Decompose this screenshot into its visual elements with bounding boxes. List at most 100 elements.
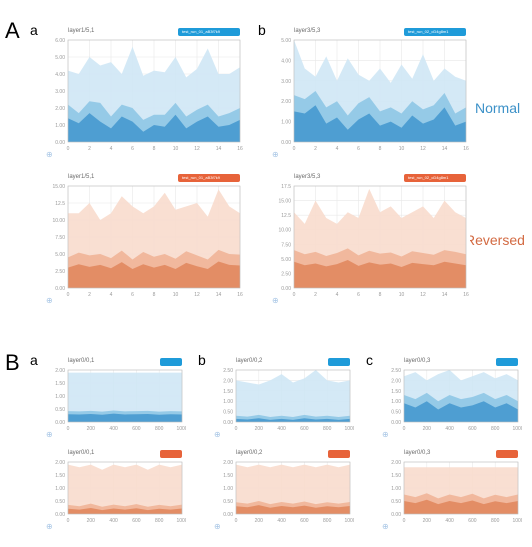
svg-text:600: 600 [132, 426, 141, 432]
svg-text:400: 400 [445, 426, 454, 432]
svg-text:15.00: 15.00 [278, 199, 291, 205]
svg-text:5.00: 5.00 [281, 257, 291, 263]
chart-title: layer3/5,3 [294, 28, 320, 34]
chart-B-b-normal: layer0/0,20.000.501.001.502.002.50020040… [212, 356, 354, 436]
svg-text:0: 0 [293, 146, 296, 152]
svg-text:0.00: 0.00 [223, 512, 233, 518]
svg-text:17.5: 17.5 [281, 184, 291, 190]
legend-chip: test_run_01_aB3f7k9 [178, 28, 240, 36]
svg-text:2.50: 2.50 [55, 269, 65, 275]
svg-text:0: 0 [235, 426, 238, 432]
svg-text:0.00: 0.00 [391, 420, 401, 426]
chart-title: layer1/5,1 [68, 28, 94, 34]
svg-text:200: 200 [255, 518, 264, 524]
svg-text:0: 0 [67, 426, 70, 432]
expand-icon[interactable]: ⊕ [272, 296, 280, 304]
svg-text:10: 10 [399, 292, 405, 298]
svg-text:0: 0 [403, 518, 406, 524]
svg-text:4: 4 [110, 146, 113, 152]
svg-text:2.00: 2.00 [55, 460, 65, 466]
svg-text:0.50: 0.50 [391, 410, 401, 416]
legend-chip [496, 358, 518, 366]
svg-text:800: 800 [323, 426, 332, 432]
svg-text:2.50: 2.50 [223, 368, 233, 374]
expand-icon[interactable]: ⊕ [46, 430, 54, 438]
svg-text:200: 200 [87, 518, 96, 524]
svg-text:1.00: 1.00 [391, 399, 401, 405]
svg-text:0: 0 [67, 146, 70, 152]
svg-text:0.50: 0.50 [223, 410, 233, 416]
svg-text:2.00: 2.00 [391, 378, 401, 384]
svg-text:16: 16 [237, 292, 243, 298]
sub-label-0: a [30, 22, 38, 38]
svg-text:600: 600 [468, 518, 477, 524]
svg-text:0.00: 0.00 [55, 420, 65, 426]
svg-text:7.50: 7.50 [55, 235, 65, 241]
expand-icon[interactable]: ⊕ [46, 150, 54, 158]
legend-chip [328, 358, 350, 366]
expand-icon[interactable]: ⊕ [382, 522, 390, 530]
sub-label-4: c [366, 352, 373, 368]
svg-text:1.00: 1.00 [223, 399, 233, 405]
svg-text:10: 10 [399, 146, 405, 152]
svg-text:3.00: 3.00 [55, 89, 65, 95]
svg-text:8: 8 [379, 292, 382, 298]
svg-text:1.00: 1.00 [55, 394, 65, 400]
svg-text:800: 800 [323, 518, 332, 524]
svg-text:400: 400 [445, 518, 454, 524]
svg-text:12: 12 [420, 146, 426, 152]
svg-text:12.5: 12.5 [55, 201, 65, 207]
chart-B-c-reversed: layer0/0,30.000.501.001.502.000200400600… [380, 448, 522, 528]
svg-text:14: 14 [216, 292, 222, 298]
chart-title: layer0/0,2 [236, 358, 262, 364]
svg-text:200: 200 [87, 426, 96, 432]
expand-icon[interactable]: ⊕ [46, 296, 54, 304]
legend-chip: test_run_01_aB3f7k9 [178, 174, 240, 182]
svg-text:1.50: 1.50 [55, 381, 65, 387]
sub-label-2: a [30, 352, 38, 368]
chart-title: layer0/0,1 [68, 450, 94, 456]
svg-text:1000: 1000 [176, 426, 186, 432]
svg-text:0.00: 0.00 [55, 512, 65, 518]
expand-icon[interactable]: ⊕ [214, 522, 222, 530]
svg-text:14: 14 [442, 292, 448, 298]
svg-text:400: 400 [277, 518, 286, 524]
svg-text:1000: 1000 [344, 518, 354, 524]
svg-text:800: 800 [155, 518, 164, 524]
svg-text:14: 14 [442, 146, 448, 152]
svg-text:0.50: 0.50 [55, 407, 65, 413]
svg-text:4: 4 [110, 292, 113, 298]
svg-text:12: 12 [420, 292, 426, 298]
chart-B-c-normal: layer0/0,30.000.501.001.502.002.50020040… [380, 356, 522, 436]
chart-title: layer0/0,3 [404, 358, 430, 364]
expand-icon[interactable]: ⊕ [382, 430, 390, 438]
legend-chip [496, 450, 518, 458]
expand-icon[interactable]: ⊕ [214, 430, 222, 438]
svg-text:1000: 1000 [512, 518, 522, 524]
svg-text:600: 600 [132, 518, 141, 524]
svg-text:600: 600 [468, 426, 477, 432]
chart-A-a-reversed: layer1/5,1test_run_01_aB3f7k90.002.505.0… [44, 172, 244, 302]
svg-text:7.50: 7.50 [281, 242, 291, 248]
expand-icon[interactable]: ⊕ [272, 150, 280, 158]
svg-text:0: 0 [403, 426, 406, 432]
svg-text:4.00: 4.00 [55, 72, 65, 78]
svg-text:6.00: 6.00 [55, 38, 65, 44]
section-label-A: A [5, 18, 20, 44]
svg-text:1000: 1000 [512, 426, 522, 432]
chart-A-b-normal: layer3/5,3test_run_02_cD4g8m10.001.002.0… [270, 26, 470, 156]
svg-text:10.00: 10.00 [278, 228, 291, 234]
svg-text:0.00: 0.00 [55, 140, 65, 146]
svg-text:6: 6 [131, 292, 134, 298]
svg-text:2.00: 2.00 [223, 460, 233, 466]
svg-text:0.00: 0.00 [55, 286, 65, 292]
expand-icon[interactable]: ⊕ [46, 522, 54, 530]
svg-text:4: 4 [336, 146, 339, 152]
svg-text:600: 600 [300, 426, 309, 432]
svg-text:8: 8 [153, 292, 156, 298]
svg-text:600: 600 [300, 518, 309, 524]
svg-text:8: 8 [153, 146, 156, 152]
svg-text:4: 4 [336, 292, 339, 298]
svg-text:1.50: 1.50 [391, 389, 401, 395]
svg-text:1.00: 1.00 [223, 486, 233, 492]
